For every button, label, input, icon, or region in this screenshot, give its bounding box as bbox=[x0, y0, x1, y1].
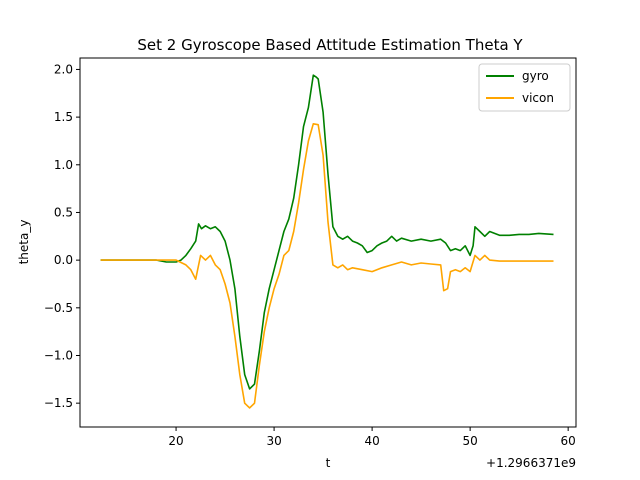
y-tick-label: 0.0 bbox=[54, 253, 73, 267]
y-tick-label: 1.0 bbox=[54, 158, 73, 172]
x-tick-label: 20 bbox=[168, 434, 183, 448]
y-axis-ticks: −1.5 −1.0 −0.5 0.0 0.5 1.0 1.5 2.0 bbox=[44, 62, 80, 410]
series-line-gyro bbox=[100, 74, 554, 390]
y-tick-label: −1.5 bbox=[44, 396, 73, 410]
plot-frame bbox=[79, 57, 577, 428]
y-tick-label: −0.5 bbox=[44, 301, 73, 315]
x-tick-label: 40 bbox=[364, 434, 379, 448]
x-tick-label: 30 bbox=[266, 434, 281, 448]
chart-title: Set 2 Gyroscope Based Attitude Estimatio… bbox=[137, 36, 523, 54]
y-tick-label: 0.5 bbox=[54, 205, 73, 219]
legend-label-gyro: gyro bbox=[522, 69, 549, 83]
y-tick-label: 1.5 bbox=[54, 110, 73, 124]
x-axis-offset-label: +1.2966371e9 bbox=[486, 456, 576, 470]
y-tick-label: 2.0 bbox=[54, 62, 73, 76]
x-axis-label: t bbox=[326, 456, 331, 470]
x-tick-label: 60 bbox=[561, 434, 576, 448]
x-axis-ticks: 20 30 40 50 60 bbox=[168, 427, 576, 448]
y-axis-label: theta_y bbox=[17, 220, 31, 265]
series-line-vicon bbox=[100, 123, 554, 409]
legend: gyro vicon bbox=[478, 63, 571, 112]
x-tick-label: 50 bbox=[462, 434, 477, 448]
legend-label-vicon: vicon bbox=[522, 91, 554, 105]
y-tick-label: −1.0 bbox=[44, 348, 73, 362]
series-layer bbox=[100, 74, 554, 409]
